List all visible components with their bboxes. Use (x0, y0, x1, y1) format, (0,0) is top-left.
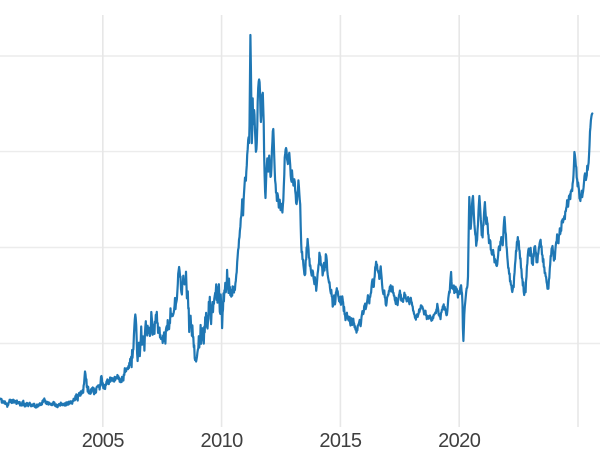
svg-text:2005: 2005 (82, 430, 125, 450)
svg-text:2015: 2015 (319, 430, 362, 450)
svg-text:2010: 2010 (201, 430, 244, 450)
svg-text:2020: 2020 (438, 430, 481, 450)
